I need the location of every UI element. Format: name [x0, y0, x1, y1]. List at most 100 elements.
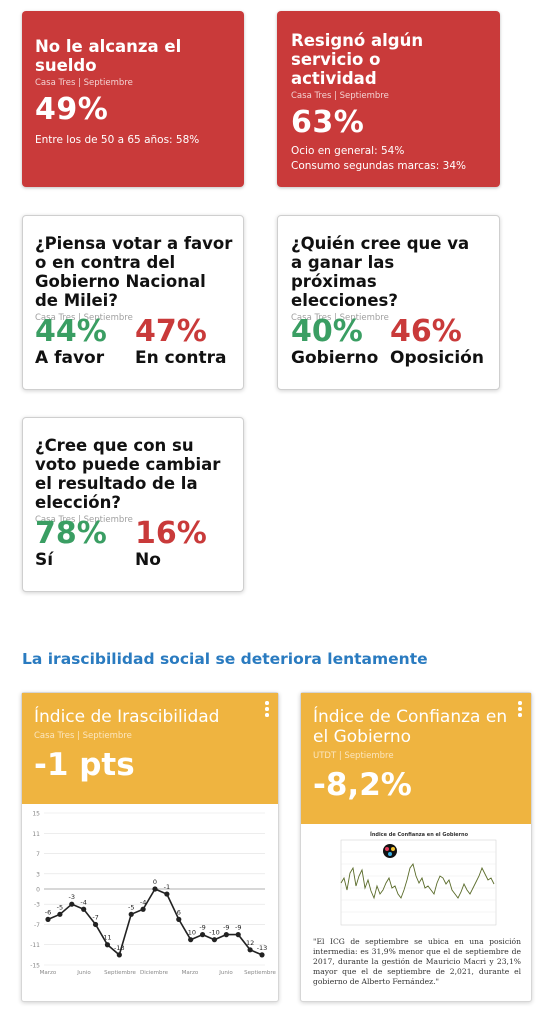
logo-icon-dot-1 [385, 847, 389, 851]
gobierno-stat: 40% Gobierno [291, 316, 379, 369]
data-point [92, 921, 99, 928]
favor-stat: 44% A favor [35, 314, 107, 369]
confianza-header: Índice de Confianza en el Gobierno UTDT … [301, 693, 531, 824]
data-point [211, 937, 218, 943]
gobierno-label: Gobierno [291, 348, 379, 368]
card-value: 49% [35, 92, 109, 127]
card-value: -1 pts [34, 747, 135, 783]
card-title: Índice de Confianza en el Gobierno [313, 707, 508, 747]
data-point [176, 916, 182, 922]
data-label: -1 [164, 883, 170, 891]
favor-label: A favor [35, 348, 105, 368]
no-stat: 16% No [135, 516, 207, 571]
data-point [45, 916, 51, 922]
y-tick-label: 3 [36, 871, 40, 878]
card-title: Resignó algún servicio o actividad [291, 31, 424, 88]
card-sueldo: No le alcanza el sueldo Casa Tres | Sept… [22, 11, 244, 187]
inner-chart-title: Índice de Confianza en el Gobierno [370, 830, 469, 838]
logo-icon-dot-2 [391, 847, 395, 851]
data-label: -5 [57, 903, 63, 911]
si-percent: 78% [35, 516, 107, 551]
card-votar: ¿Piensa votar a favor o en contra del Go… [22, 215, 244, 390]
data-point [259, 952, 265, 958]
card-ganar: ¿Quién cree que va a ganar las próximas … [277, 215, 500, 390]
x-tick-label: Junio [76, 970, 91, 976]
data-point [128, 911, 134, 917]
si-stat: 78% Sí [35, 516, 107, 571]
data-point [104, 942, 111, 948]
contra-percent: 47% [135, 314, 207, 349]
data-point [152, 886, 158, 892]
card-source: Casa Tres | Septiembre [35, 78, 133, 88]
contra-label: En contra [135, 348, 227, 368]
data-point [140, 906, 146, 912]
data-point [81, 906, 87, 912]
data-label: 6 [177, 908, 181, 916]
card-servicio: Resignó algún servicio o actividad Casa … [277, 11, 500, 187]
x-tick-label: Septiembre [104, 970, 136, 976]
confianza-inner-chart: Índice de Confianza en el Gobierno [340, 830, 497, 926]
card-source: Casa Tres | Septiembre [34, 731, 132, 741]
data-label: -9 [223, 924, 229, 932]
y-tick-label: 15 [32, 811, 40, 818]
card-source: Casa Tres | Septiembre [291, 313, 389, 323]
y-tick-label: -7 [34, 922, 40, 929]
data-point [57, 911, 63, 917]
card-title: No le alcanza el sueldo [35, 37, 182, 75]
card-source: Casa Tres | Septiembre [35, 515, 133, 525]
data-label: -6 [45, 908, 51, 916]
card-detail: Consumo segundas marcas: 34% [291, 160, 466, 172]
card-source: Casa Tres | Septiembre [35, 313, 133, 323]
card-title: ¿Quién cree que va a ganar las próximas … [291, 234, 470, 310]
data-label: -10 [185, 929, 196, 937]
x-tick-label: Marzo [182, 970, 199, 976]
oposicion-label: Oposición [390, 348, 484, 368]
data-label: -4 [140, 898, 146, 906]
data-label: -9 [235, 924, 241, 932]
logo-icon-dot-3 [388, 852, 392, 856]
data-label: -9 [199, 924, 205, 932]
inner-chart-line [340, 862, 495, 900]
card-detail: Ocio en general: 54% [291, 145, 405, 157]
y-tick-label: -11 [30, 942, 40, 949]
x-tick-label: Marzo [40, 970, 57, 976]
data-label: -13 [114, 944, 125, 952]
data-label: -5 [128, 903, 134, 911]
data-point [235, 932, 241, 938]
data-point [116, 952, 122, 958]
card-source: Casa Tres | Septiembre [291, 91, 389, 101]
favor-percent: 44% [35, 314, 107, 349]
card-value: 63% [291, 105, 365, 140]
no-percent: 16% [135, 516, 207, 551]
data-label: -4 [80, 898, 86, 906]
y-tick-label: -3 [34, 902, 40, 909]
y-tick-label: 7 [36, 851, 40, 858]
irascibilidad-header: Índice de Irascibilidad Casa Tres | Sept… [22, 693, 278, 804]
card-source: UTDT | Septiembre [313, 751, 394, 761]
data-point [188, 937, 194, 943]
card-title: Índice de Irascibilidad [34, 707, 220, 727]
more-options-icon[interactable] [517, 701, 523, 719]
card-value: -8,2% [313, 767, 412, 803]
x-tick-label: Septiembre [244, 970, 276, 976]
data-label: -3 [69, 893, 75, 901]
y-tick-label: -15 [30, 963, 40, 970]
card-irascibilidad: Índice de Irascibilidad Casa Tres | Sept… [21, 692, 279, 1002]
no-label: No [135, 550, 161, 570]
more-options-icon[interactable] [264, 701, 270, 719]
data-label: 0 [153, 878, 157, 886]
data-point [164, 891, 170, 897]
confianza-caption: "El ICG de septiembre se ubica en una po… [313, 937, 521, 986]
oposicion-percent: 46% [390, 314, 462, 349]
x-tick-label: Diciembre [140, 970, 169, 976]
data-label: -10 [209, 929, 220, 937]
x-tick-label: Junio [218, 970, 233, 976]
data-point [223, 932, 229, 938]
data-point [199, 932, 206, 938]
si-label: Sí [35, 550, 54, 570]
data-label: 11 [103, 934, 111, 942]
card-confianza: Índice de Confianza en el Gobierno UTDT … [300, 692, 532, 1002]
data-label: -7 [92, 913, 98, 921]
card-title: ¿Piensa votar a favor o en contra del Go… [35, 234, 233, 310]
